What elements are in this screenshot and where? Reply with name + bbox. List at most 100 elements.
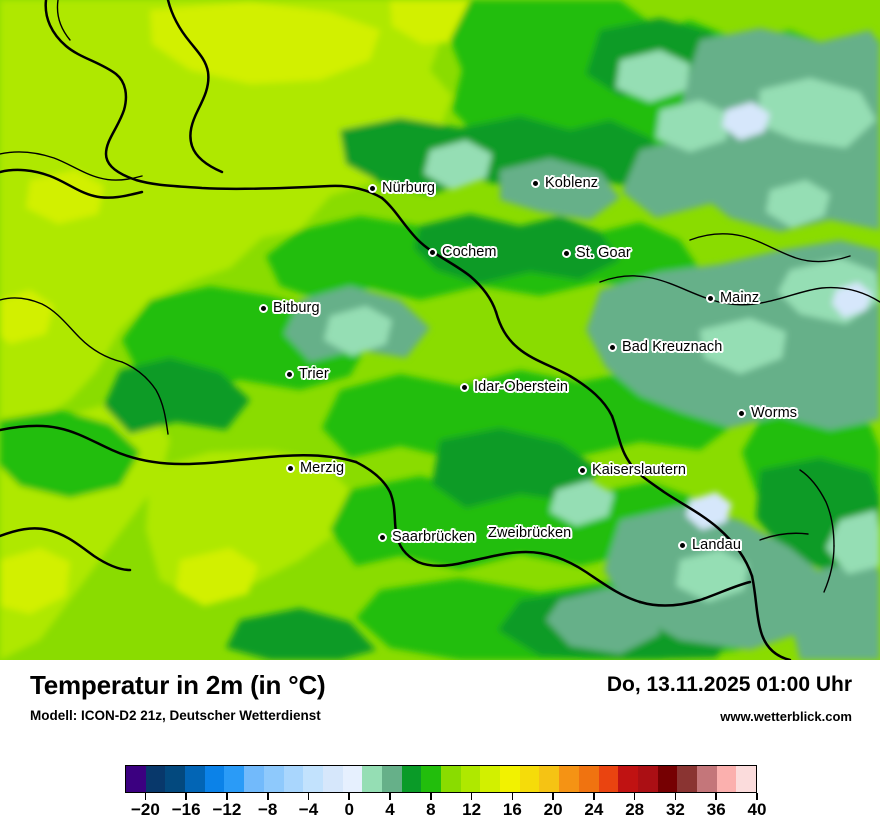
colorbar-cell <box>559 766 579 792</box>
colorbar-cell <box>421 766 441 792</box>
colorbar-cell <box>500 766 520 792</box>
colorbar-tick <box>348 793 351 800</box>
city-dot-icon <box>428 247 437 257</box>
city-dot-icon <box>578 465 587 475</box>
city-label: Landau <box>692 537 741 553</box>
colorbar-cell <box>145 766 166 792</box>
colorbar-tick-label: 4 <box>385 800 395 819</box>
colorbar-cell <box>677 766 697 792</box>
city-label: Bad Kreuznach <box>622 339 723 355</box>
colorbar-cell <box>165 766 186 792</box>
city-marker: St. Goar <box>562 245 631 261</box>
colorbar-tick <box>552 793 554 800</box>
model-subtitle: Modell: ICON-D2 21z, Deutscher Wetterdie… <box>30 708 321 723</box>
city-label: Bitburg <box>273 300 320 316</box>
colorbar-tick-label: 28 <box>625 800 645 819</box>
colorbar-cell <box>657 766 678 792</box>
city-dot-icon <box>286 463 295 473</box>
colorbar-cell <box>204 766 225 792</box>
colorbar-cell <box>598 766 619 792</box>
city-label: Nürburg <box>382 180 436 196</box>
colorbar-tick <box>593 793 595 800</box>
colorbar-cell <box>244 766 264 792</box>
colorbar-cell <box>618 766 638 792</box>
colorbar-cell <box>696 766 717 792</box>
meta-block: Do, 13.11.2025 01:00 Uhr www.wetterblick… <box>607 672 852 725</box>
city-label: Idar-Oberstein <box>474 379 569 395</box>
city-dot-icon <box>285 369 294 379</box>
colorbar-tick-label: 24 <box>584 800 604 819</box>
city-marker: Worms <box>737 405 797 421</box>
colorbar-cell <box>303 766 323 792</box>
colorbar-cell <box>185 766 205 792</box>
colorbar-tick-label: −16 <box>171 800 201 819</box>
temperature-field <box>0 0 880 660</box>
colorbar-cell <box>736 766 756 792</box>
colorbar-tick-label: −12 <box>212 800 242 819</box>
page-title: Temperatur in 2m (in °C) <box>30 670 326 700</box>
colorbar-tick <box>511 793 514 800</box>
city-marker: Kaiserslautern <box>578 462 686 478</box>
colorbar-tick <box>144 793 147 800</box>
city-dot-icon <box>460 382 469 392</box>
colorbar-tick-label: 16 <box>502 800 522 819</box>
colorbar-cell <box>381 766 402 792</box>
colorbar-tick <box>470 793 473 800</box>
colorbar-tick <box>307 793 310 800</box>
colorbar-cell <box>480 766 501 792</box>
city-marker: Zweibrücken <box>488 525 571 541</box>
colorbar-cell <box>578 766 599 792</box>
city-label: Cochem <box>442 244 497 260</box>
colorbar-cell <box>342 766 363 792</box>
city-marker: Nürburg <box>368 180 435 196</box>
city-label: Kaiserslautern <box>592 462 687 478</box>
colorbar-cell <box>637 766 658 792</box>
colorbar-cell <box>401 766 422 792</box>
colorbar-cell <box>539 766 560 792</box>
city-label: Mainz <box>720 290 760 306</box>
city-label: Worms <box>751 405 798 421</box>
country-borders <box>0 0 792 660</box>
city-dot-icon <box>608 342 617 352</box>
colorbar-cell <box>519 766 540 792</box>
colorbar-tick-label: 8 <box>426 800 436 819</box>
city-marker: Saarbrücken <box>378 529 475 545</box>
city-marker: Merzig <box>286 460 344 476</box>
city-marker: Koblenz <box>531 175 598 191</box>
colorbar-swatches <box>125 765 757 793</box>
colorbar-cell <box>716 766 737 792</box>
city-label: St. Goar <box>576 245 631 261</box>
colorbar-cell <box>224 766 245 792</box>
colorbar-tick <box>633 793 636 800</box>
colorbar-tick <box>226 793 228 800</box>
colorbar-tick-label: −4 <box>298 800 319 819</box>
colorbar-tick-label: 36 <box>706 800 726 819</box>
city-label: Zweibrücken <box>488 525 572 541</box>
city-dot-icon <box>706 293 715 303</box>
city-marker: Cochem <box>428 244 497 260</box>
colorbar-tick <box>715 793 718 800</box>
colorbar-tick <box>756 793 758 800</box>
city-marker: Bad Kreuznach <box>608 339 722 355</box>
colorbar-cell <box>322 766 343 792</box>
site-url: www.wetterblick.com <box>720 709 852 724</box>
title-block: Temperatur in 2m (in °C) Modell: ICON-D2… <box>30 670 326 724</box>
temperature-map[interactable]: Nürburg Koblenz Cochem St. Goar Mainz Bitburg… <box>0 0 880 660</box>
city-marker: Idar-Oberstein <box>460 379 568 395</box>
colorbar-tick <box>389 793 391 800</box>
city-label: Saarbrücken <box>392 529 476 545</box>
city-marker: Landau <box>678 537 741 553</box>
colorbar-tick-label: 0 <box>344 800 354 819</box>
colorbar-tick <box>430 793 432 800</box>
city-dot-icon <box>259 303 268 313</box>
city-dot-icon <box>378 532 387 542</box>
colorbar-tick <box>185 793 187 800</box>
valid-time: Do, 13.11.2025 01:00 Uhr <box>606 673 852 696</box>
colorbar-tick-label: 32 <box>665 800 685 819</box>
colorbar-cell <box>460 766 481 792</box>
city-dot-icon <box>678 540 687 550</box>
city-marker: Trier <box>285 366 329 382</box>
city-dot-icon <box>531 178 540 188</box>
colorbar-ticks <box>125 793 758 800</box>
colorbar-tick-label: 20 <box>543 800 563 819</box>
